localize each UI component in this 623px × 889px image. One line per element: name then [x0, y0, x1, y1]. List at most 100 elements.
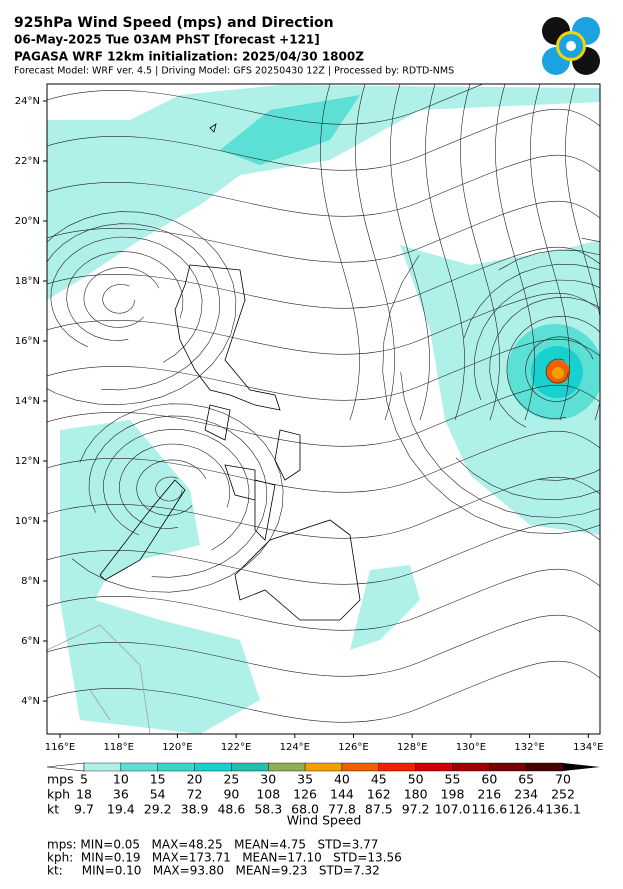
colorbar-segment [83, 762, 122, 772]
colorbar-label: 144 [330, 787, 354, 802]
streamline [495, 84, 535, 421]
lon-label: 122°E [221, 742, 251, 753]
colorbar-segment [452, 762, 490, 772]
streamline [489, 296, 600, 428]
lon-label: 120°E [162, 742, 192, 753]
streamline [118, 443, 231, 529]
colorbar-label: 45 [371, 772, 387, 787]
streamline [102, 284, 135, 314]
streamline [47, 211, 237, 406]
colorbar-unit: kph [47, 787, 70, 802]
streamline [47, 522, 600, 585]
streamline [47, 84, 484, 125]
lat-label: 22°N [15, 156, 40, 167]
colorbar-unit: mps [47, 772, 74, 787]
colorbar-label: 5 [80, 772, 88, 787]
colorbar-label: 97.2 [402, 802, 430, 817]
colorbar-label: 65 [518, 772, 534, 787]
coastline [204, 404, 231, 441]
streamline [455, 263, 600, 501]
lat-label: 10°N [15, 516, 40, 527]
lon-label: 124°E [280, 742, 310, 753]
colorbar-label: 10 [113, 772, 129, 787]
streamline [47, 223, 221, 391]
streamline [155, 476, 183, 502]
colorbar-label: 38.9 [181, 802, 209, 817]
streamline [66, 251, 184, 341]
streamline [47, 108, 600, 171]
colorbar-label: 50 [408, 772, 424, 787]
colorbar-label: 87.5 [365, 802, 393, 817]
streamline [47, 384, 600, 447]
streamline [136, 459, 207, 516]
colorbar-label: 15 [150, 772, 166, 787]
streamline [355, 84, 395, 421]
colorbar-segment [194, 762, 232, 772]
map-frame [46, 83, 601, 735]
colorbar-label: 25 [223, 772, 239, 787]
colorbar-label: 234 [514, 787, 538, 802]
colorbar-label: 20 [187, 772, 203, 787]
colorbar-label: 70 [555, 772, 571, 787]
colorbar-label: 252 [551, 787, 575, 802]
colorbar-extend [563, 763, 600, 771]
stats-line: mps: MIN=0.05 MAX=48.25 MEAN=4.75 STD=3.… [47, 838, 378, 852]
colorbar-label: 162 [367, 787, 391, 802]
lon-label: 130°E [456, 742, 486, 753]
colorbar-segment [304, 762, 343, 772]
colorbar-segment [268, 762, 306, 772]
streamline [382, 237, 600, 535]
streamline [83, 267, 160, 328]
streamline [47, 292, 600, 355]
colorbar-label: 55 [445, 772, 461, 787]
wind-shading [552, 367, 564, 379]
wind-shading [47, 85, 600, 300]
lat-label: 16°N [15, 336, 40, 347]
colorbar-label: 72 [187, 787, 203, 802]
title: 925hPa Wind Speed (mps) and Direction [14, 15, 334, 31]
colorbar-label: 29.2 [144, 802, 172, 817]
colorbar-label: 36 [113, 787, 129, 802]
lat-label: 14°N [15, 396, 40, 407]
streamline [47, 200, 600, 263]
subtitle: 06-May-2025 Tue 03AM PhST [forecast +121… [14, 33, 320, 47]
model-info: Forecast Model: WRF ver. 4.5 | Driving M… [14, 66, 454, 77]
colorbar-label: 108 [256, 787, 280, 802]
colorbar-label: 18 [76, 787, 92, 802]
streamline [47, 246, 600, 309]
colorbar-segment [378, 762, 416, 772]
colorbar-segment [341, 762, 380, 772]
stats-line: kt: MIN=0.10 MAX=93.80 MEAN=9.23 STD=7.3… [47, 864, 380, 878]
coastline [209, 123, 217, 133]
colorbar-label: 54 [150, 787, 166, 802]
streamline [545, 358, 569, 384]
streamline [47, 568, 600, 631]
coastline [47, 624, 151, 734]
lon-label: 132°E [514, 742, 544, 753]
streamline [530, 84, 570, 421]
colorbar-segment [489, 762, 527, 772]
colorbar-segment [231, 762, 269, 772]
streamline [390, 84, 430, 421]
colorbar-label: 216 [477, 787, 501, 802]
coastline [274, 429, 301, 481]
lat-label: 8°N [21, 576, 40, 587]
streamline [47, 660, 600, 723]
colorbar-label: 180 [404, 787, 428, 802]
streamline [71, 403, 284, 593]
streamline [460, 84, 500, 421]
streamline [47, 338, 600, 401]
colorbar-label: 68.0 [291, 802, 319, 817]
colorbar-label: 48.6 [217, 802, 245, 817]
map [46, 83, 601, 735]
streamline [320, 84, 360, 421]
wind-shading [220, 95, 360, 165]
colorbar-label: 40 [334, 772, 350, 787]
wind-shading [400, 240, 600, 535]
lon-label: 134°E [573, 742, 603, 753]
colorbar-segment [120, 762, 158, 772]
colorbar-unit: kt [47, 802, 59, 817]
colorbar-extend [46, 762, 85, 772]
coastline [224, 464, 276, 541]
